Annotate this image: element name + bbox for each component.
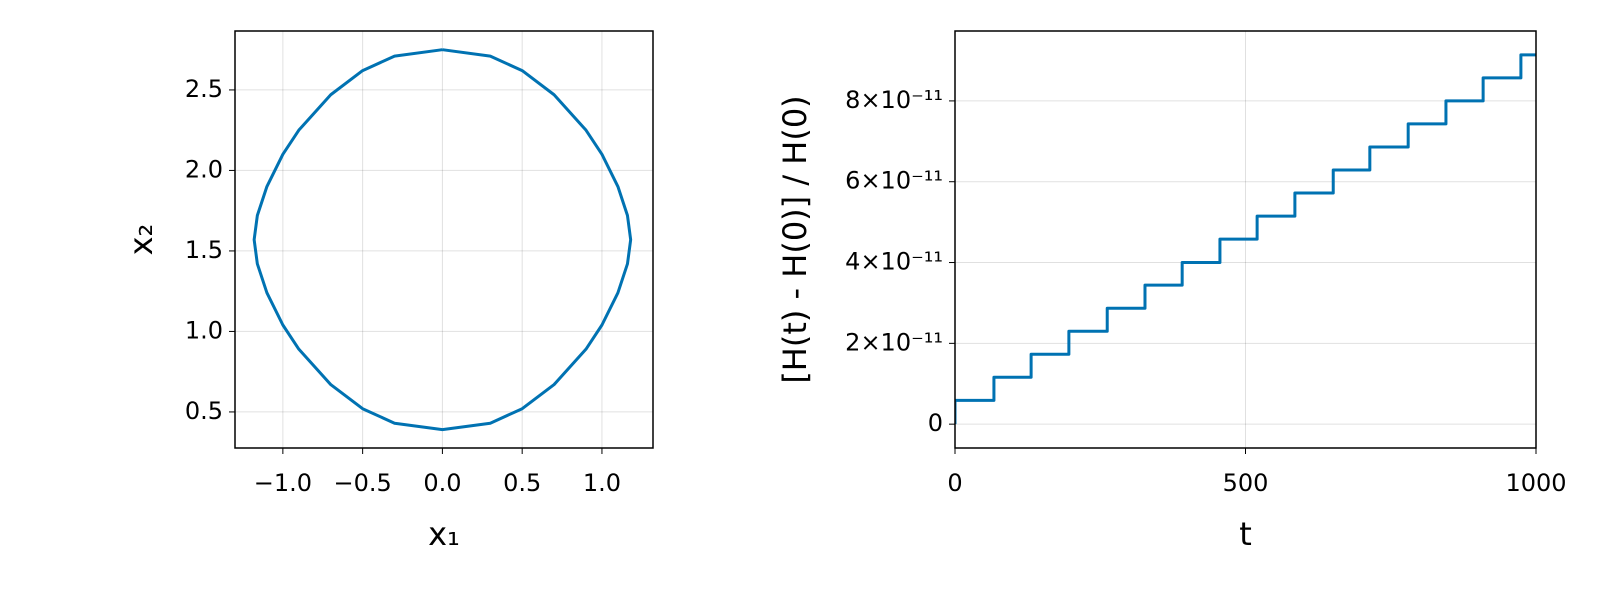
data-line [955,53,1536,425]
plot-frame [954,30,1537,449]
x-tick-label: −1.0 [254,469,312,497]
y-tick-label: 1.0 [185,316,223,344]
y-tick-label: 4×10⁻¹¹ [845,248,943,276]
panel: 0 500 1000 0 2×10⁻¹¹ 4×10⁻¹¹ 6×10⁻¹¹ 8×10⁻¹¹ t [H… [776,30,1567,553]
plot-frame [234,30,654,449]
y-tick-label: 2×10⁻¹¹ [845,328,943,356]
y-tick-label: 2.5 [185,75,223,103]
y-axis-label: x₂ [122,224,160,256]
y-tick-label: 0 [928,409,943,437]
x-tick-label: 1000 [1505,469,1566,497]
y-tick-label: 1.5 [185,236,223,264]
x-tick-label: 0.5 [503,469,541,497]
y-tick-label: 2.0 [185,155,223,183]
y-tick-label: 0.5 [185,397,223,425]
panel: −1.0 −0.5 0.0 0.5 1.0 0.5 1.0 1.5 2.0 2.5 x₁ x₂ [122,30,654,553]
x-tick-label: −0.5 [333,469,391,497]
x-tick-label: 500 [1223,469,1269,497]
x-axis-label: t [1239,515,1252,553]
y-tick-label: 6×10⁻¹¹ [845,167,943,195]
x-axis-label: x₁ [428,515,460,553]
y-tick-label: 8×10⁻¹¹ [845,86,943,114]
y-axis-label: [H(t) - H(0)] / H(0) [776,95,814,383]
x-tick-label: 0 [947,469,962,497]
x-tick-label: 1.0 [583,469,621,497]
x-tick-label: 0.0 [423,469,461,497]
data-line [252,48,633,432]
